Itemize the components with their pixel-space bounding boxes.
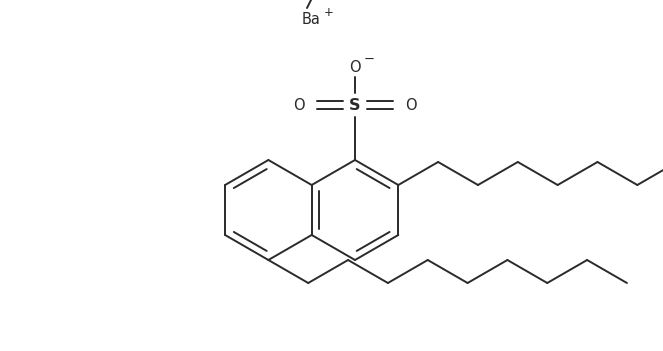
Text: +: +: [324, 6, 334, 19]
Text: S: S: [349, 98, 361, 113]
Text: O: O: [349, 60, 361, 74]
Text: −: −: [363, 53, 375, 66]
Text: O: O: [405, 98, 417, 113]
Text: Ba: Ba: [302, 13, 321, 27]
Text: O: O: [293, 98, 305, 113]
